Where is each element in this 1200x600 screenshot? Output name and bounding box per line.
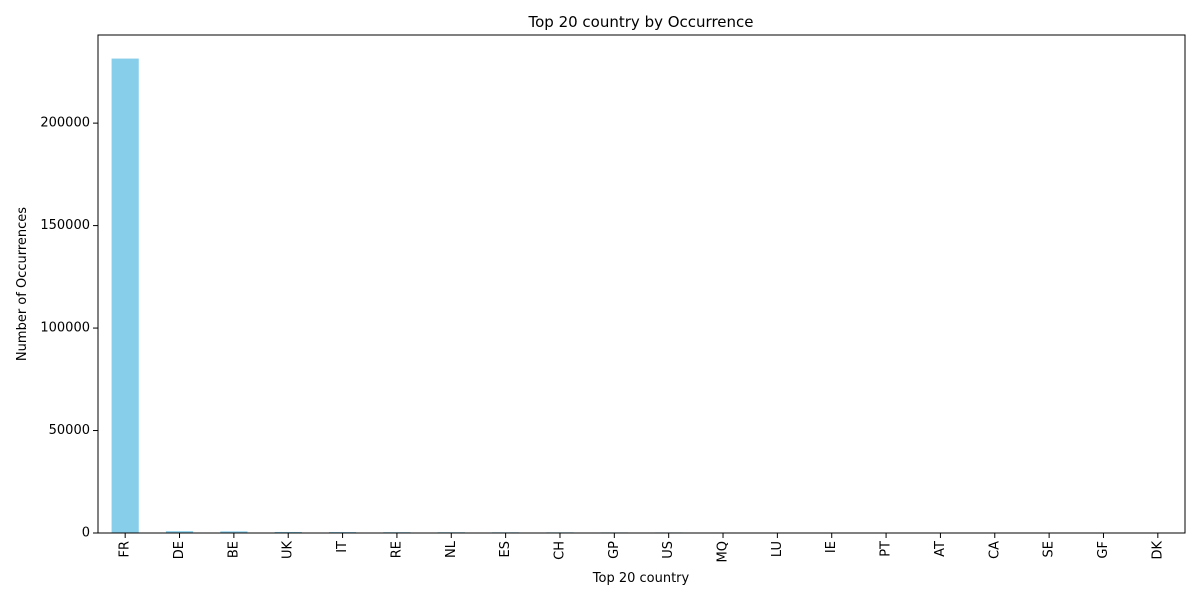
bar-be [220,531,248,533]
x-tick-label: GP [607,541,622,559]
x-tick-label: IE [824,541,839,553]
x-tick-label: CA [987,541,1002,559]
y-tick-label: 50000 [49,423,90,438]
x-axis-label: Top 20 country [592,571,690,586]
x-tick-label: UK [281,541,296,560]
bar-de [165,531,194,533]
x-tick-label: GF [1096,541,1111,559]
x-tick-label: SE [1042,541,1057,557]
x-tick-label: LU [770,541,785,557]
x-tick-label: MQ [716,541,731,562]
bars-group [111,58,1172,533]
y-axis-ticks: 0 50000 100000 150000 200000 [40,116,98,541]
y-tick-label: 200000 [40,116,90,131]
x-tick-label: RE [389,541,404,558]
bar-fr [111,58,139,533]
y-tick-label: 0 [82,526,90,541]
x-tick-label: FR [118,541,133,558]
bar-uk [274,531,302,533]
x-tick-label: CH [552,541,567,560]
chart-title: Top 20 country by Occurrence [528,13,754,31]
plot-frame [97,34,1186,534]
x-tick-label: DE [172,541,187,559]
x-tick-label: DK [1150,541,1165,560]
x-tick-label: PT [879,541,894,557]
x-tick-label: US [661,541,676,559]
y-tick-label: 100000 [40,321,90,336]
y-tick-label: 150000 [40,218,90,233]
x-tick-label: IT [335,541,350,553]
y-axis-label: Number of Occurrences [15,207,30,361]
x-tick-label: NL [444,540,459,558]
x-tick-label: AT [933,541,948,557]
x-tick-label: ES [498,541,513,557]
x-axis-ticks: FR DE BE UK IT RE NL ES CH GP US MQ LU IE PT AT CA SE GF DK [118,533,1165,562]
x-tick-label: BE [226,541,241,558]
